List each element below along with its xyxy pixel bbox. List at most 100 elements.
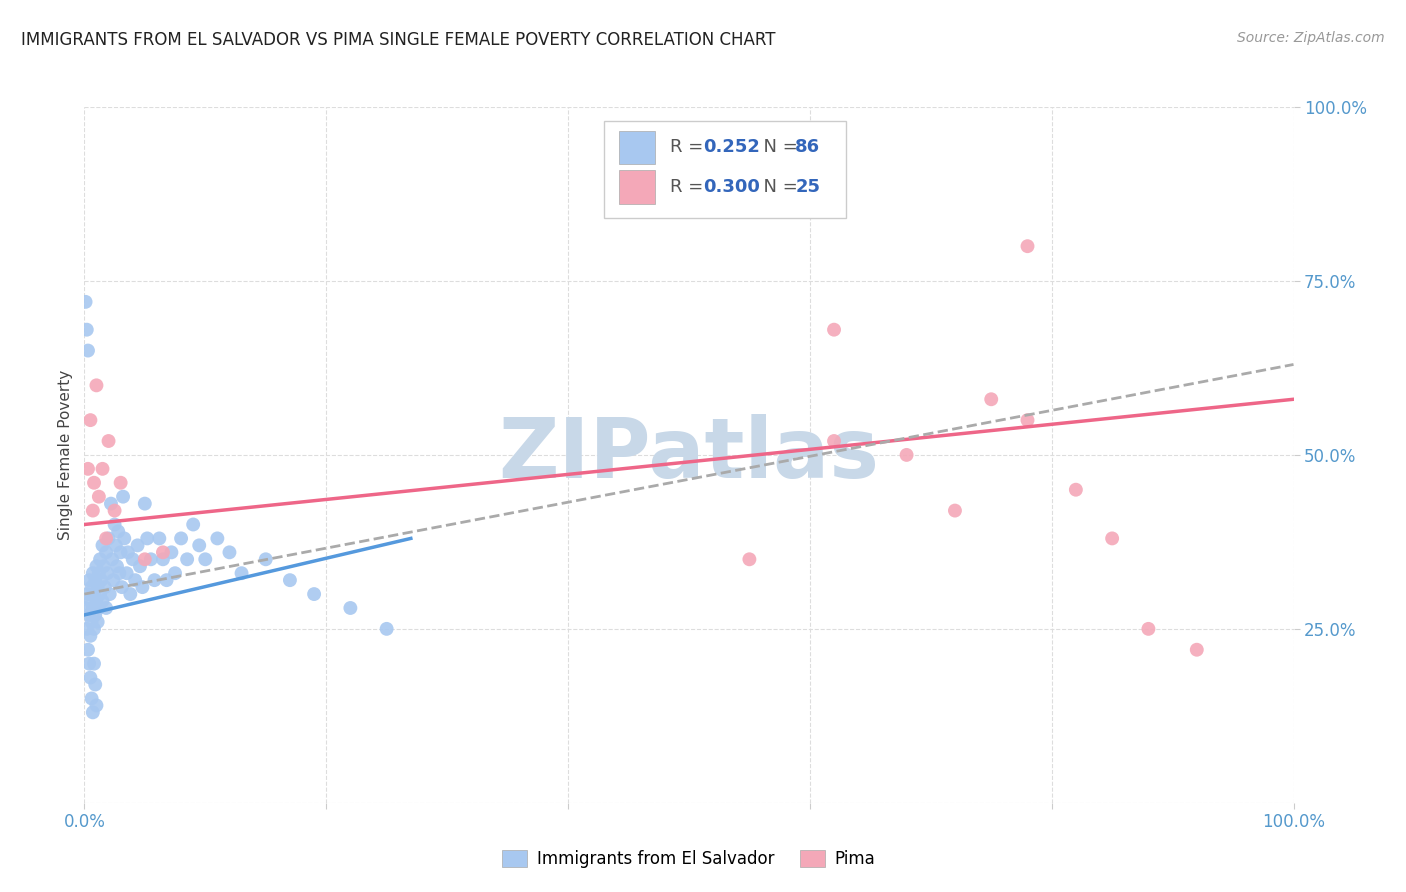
Y-axis label: Single Female Poverty: Single Female Poverty: [58, 370, 73, 540]
Point: [83, 657, 105, 671]
Point: [86, 698, 108, 713]
Point: [136, 532, 159, 546]
Text: N =: N =: [752, 138, 803, 156]
Point: [82, 706, 104, 720]
Point: [104, 517, 127, 532]
Text: IMMIGRANTS FROM EL SALVADOR VS PIMA SINGLE FEMALE POVERTY CORRELATION CHART: IMMIGRANTS FROM EL SALVADOR VS PIMA SING…: [21, 31, 776, 49]
Point: [1017, 413, 1039, 427]
Point: [1101, 532, 1123, 546]
Point: [77, 587, 100, 601]
Point: [79, 671, 101, 685]
Text: N =: N =: [752, 178, 803, 196]
Point: [76, 622, 98, 636]
Point: [97, 434, 120, 448]
Point: [105, 559, 128, 574]
Point: [84, 677, 107, 691]
Point: [94, 532, 117, 546]
Point: [131, 580, 153, 594]
Point: [100, 497, 122, 511]
Point: [89, 552, 111, 566]
Text: R =: R =: [669, 178, 709, 196]
Point: [87, 601, 110, 615]
Text: Source: ZipAtlas.com: Source: ZipAtlas.com: [1237, 31, 1385, 45]
Point: [110, 475, 132, 490]
Point: [108, 566, 131, 581]
Point: [1017, 239, 1039, 253]
Point: [80, 615, 103, 629]
Point: [79, 594, 101, 608]
Point: [91, 538, 114, 552]
Point: [134, 552, 156, 566]
Point: [107, 524, 129, 539]
Point: [83, 587, 105, 601]
Point: [896, 448, 918, 462]
Point: [82, 503, 104, 517]
Point: [103, 573, 125, 587]
Point: [129, 559, 152, 574]
Point: [80, 580, 103, 594]
Point: [79, 413, 101, 427]
Text: 0.300: 0.300: [703, 178, 761, 196]
FancyBboxPatch shape: [619, 131, 655, 164]
Point: [218, 545, 240, 559]
Point: [77, 607, 100, 622]
Point: [75, 294, 97, 309]
Point: [738, 552, 761, 566]
Point: [823, 434, 845, 448]
Point: [112, 532, 135, 546]
Point: [97, 532, 120, 546]
Point: [155, 573, 177, 587]
Point: [188, 538, 211, 552]
Point: [91, 594, 114, 608]
Point: [117, 545, 139, 559]
Point: [165, 566, 187, 581]
Legend: Immigrants from El Salvador, Pima: Immigrants from El Salvador, Pima: [496, 843, 882, 874]
Point: [302, 587, 325, 601]
Point: [375, 622, 398, 636]
Point: [90, 573, 112, 587]
Text: R =: R =: [669, 138, 709, 156]
Point: [170, 532, 193, 546]
Point: [152, 545, 174, 559]
Text: 0.252: 0.252: [703, 138, 761, 156]
Point: [139, 552, 162, 566]
Point: [1137, 622, 1160, 636]
Point: [94, 601, 117, 615]
FancyBboxPatch shape: [619, 170, 655, 203]
Point: [111, 580, 134, 594]
Point: [231, 566, 253, 581]
Point: [207, 532, 229, 546]
Point: [94, 545, 117, 559]
Point: [148, 532, 170, 546]
FancyBboxPatch shape: [605, 121, 846, 219]
Point: [83, 622, 105, 636]
Point: [101, 552, 124, 566]
Point: [1185, 642, 1208, 657]
Point: [86, 594, 108, 608]
Point: [77, 657, 100, 671]
Point: [152, 552, 174, 566]
Point: [77, 343, 100, 358]
Point: [77, 642, 100, 657]
Point: [98, 587, 121, 601]
Point: [143, 573, 166, 587]
Point: [79, 629, 101, 643]
Point: [76, 323, 98, 337]
Point: [980, 392, 1002, 407]
Point: [1064, 483, 1087, 497]
Point: [121, 552, 143, 566]
Point: [176, 552, 198, 566]
Point: [91, 462, 114, 476]
Point: [104, 538, 127, 552]
Point: [278, 573, 301, 587]
Point: [134, 497, 156, 511]
Point: [94, 580, 117, 594]
Point: [75, 601, 97, 615]
Point: [80, 691, 103, 706]
Text: 86: 86: [796, 138, 821, 156]
Point: [124, 573, 146, 587]
Point: [943, 503, 966, 517]
Point: [104, 503, 127, 517]
Point: [181, 517, 204, 532]
Point: [194, 552, 217, 566]
